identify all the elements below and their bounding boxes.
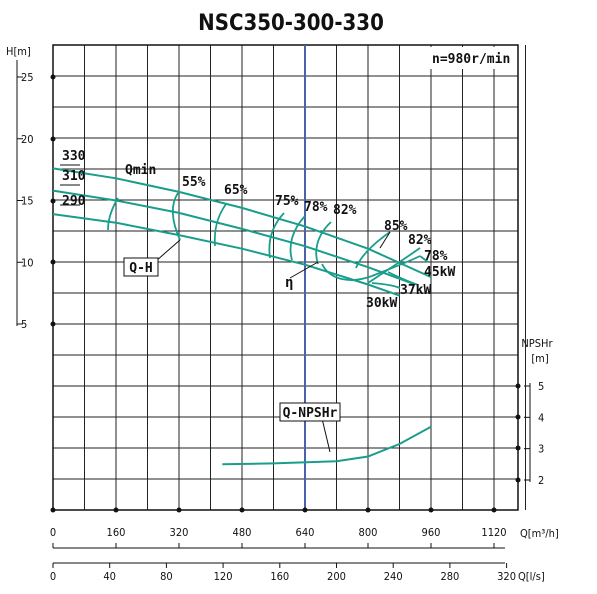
efficiency-curve [268,212,285,259]
qh-curve-310 [52,189,416,286]
eta-label: η [285,275,293,291]
chart-grid [52,44,526,511]
flow-ls-tick-label: 40 [103,570,116,583]
flow-m3h-tick-label: 800 [359,526,378,539]
speed-label: n=980r/min [432,52,510,67]
qh-label-box [123,257,159,277]
npsh-axis-unit: [m] [531,352,549,365]
efficiency-label: 65% [224,183,248,198]
plot-frame [52,44,519,511]
npsh-axis-dot [515,477,521,483]
head-axis-tick-label: 25 [21,71,34,84]
npsh-label: Q-NPSHr [283,406,338,421]
flow-axis-dot [491,507,497,513]
qh-curve-290 [52,213,400,297]
head-axis-tick-label: 20 [21,133,34,146]
qh-label: Q-H [129,261,152,276]
npsh-label-box [279,402,341,422]
head-axis-dot [50,74,56,80]
flow-axis-dot [176,507,182,513]
efficiency-label: 78% [304,200,328,215]
npsh-axis-tick-label: 5 [538,380,544,393]
head-axis-dot [50,259,56,265]
flow-m3h-tick-label: 960 [422,526,441,539]
efficiency-label: 78% [424,249,448,264]
efficiency-curve [172,192,181,241]
npsh-axis-label: NPSHr [521,337,553,350]
power-curve [387,271,419,286]
flow-ls-tick-label: 0 [50,570,56,583]
flow-m3h-tick-label: 0 [50,526,56,539]
flow-ls-tick-label: 160 [270,570,289,583]
chart-axes: H[m] 5 10 15 20 25 NPSHr [m] 2 3 4 5 0 160 320 480 640 80… [6,45,559,583]
impeller-label-290: 290 [62,194,86,209]
chart-title: NSC350-300-330 [198,11,384,36]
flow-ls-tick-label: 120 [214,570,233,583]
flow-ls-tick-label: 240 [384,570,403,583]
power-label: 45kW [424,265,455,280]
efficiency-curve [289,215,306,261]
head-axis-label: H[m] [6,45,31,58]
eff85-leader [379,231,391,249]
flow-ls-tick-label: 320 [497,570,516,583]
impeller-label-330: 330 [62,149,86,164]
flow-axis-dot [239,507,245,513]
flow-axis-dot [365,507,371,513]
efficiency-curve [321,255,421,281]
npsh-axis-tick-label: 4 [538,411,544,424]
flow-m3h-tick-label: 160 [107,526,126,539]
flow-ls-axis-label: Q[l/s] [518,570,545,583]
flow-m3h-tick-label: 1120 [481,526,506,539]
npsh-axis-tick-label: 3 [538,443,544,456]
power-curve [371,282,401,289]
efficiency-curve [213,203,227,247]
head-axis-tick-label: 10 [21,256,34,269]
npsh-axis-dot [515,414,521,420]
flow-axis-dot [428,507,434,513]
speed-label-box [420,47,515,69]
head-axis-tick-label: 15 [21,195,34,208]
npsh-curve [222,425,432,466]
qh-curve-330 [52,167,432,279]
qmin-line [107,197,119,231]
npsh-axis-tick-label: 2 [538,474,544,487]
npsh-axis-dot [515,445,521,451]
efficiency-label: 75% [275,194,299,209]
flow-axis-dot [302,507,308,513]
head-axis-dot [50,198,56,204]
impeller-label-310: 310 [62,169,86,184]
flow-ls-tick-label: 280 [440,570,459,583]
flow-ls-tick-label: 80 [160,570,173,583]
flow-m3h-tick-label: 480 [233,526,252,539]
efficiency-label: 82% [408,233,432,248]
efficiency-curve [315,221,332,265]
flow-m3h-tick-label: 320 [170,526,189,539]
flow-m3h-tick-label: 640 [296,526,315,539]
efficiency-label: 85% [384,219,408,234]
power-curve [419,255,429,263]
power-label: 30kW [366,296,397,311]
flow-axis-dot [113,507,119,513]
qmin-label: Qmin [125,163,156,178]
power-label: 37kW [400,283,431,298]
head-axis-tick-label: 5 [21,318,27,331]
efficiency-label: 55% [182,175,206,190]
efficiency-curve [355,231,391,269]
flow-ls-tick-label: 200 [327,570,346,583]
flow-m3h-axis-label: Q[m³/h] [520,527,559,540]
chart-series [52,167,432,466]
head-axis-dot [50,136,56,142]
efficiency-label: 82% [333,203,357,218]
head-axis-dot [50,321,56,327]
flow-axis-dot [50,507,56,513]
npsh-axis-dot [515,383,521,389]
eta-leader [289,261,319,279]
